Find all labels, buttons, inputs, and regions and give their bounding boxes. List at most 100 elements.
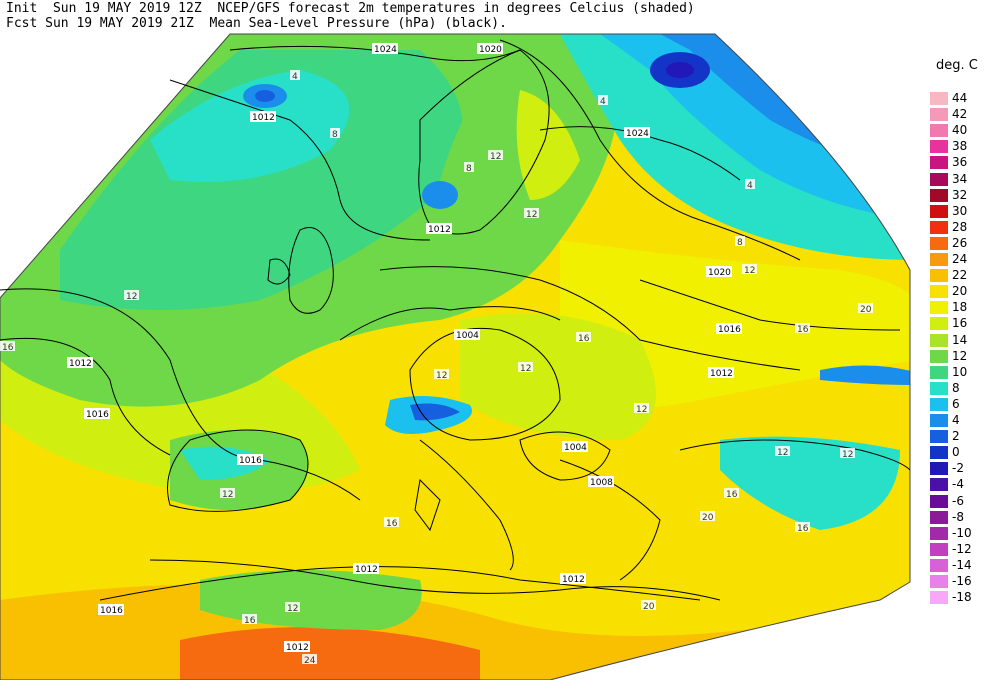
temperature-labels: 4 4 4 8 8 8 12 12 12 12 12 12 12 12 12 1… (0, 70, 873, 666)
legend-swatch (930, 349, 948, 363)
isobar-label: 1012 (69, 359, 92, 369)
temp-label: 12 (520, 364, 531, 374)
legend-label: -18 (952, 590, 972, 605)
temp-label: 12 (287, 604, 298, 614)
coastlines (149, 49, 911, 601)
temp-label: 8 (737, 238, 743, 248)
legend-label: 0 (952, 445, 960, 460)
isobar-label: 1020 (479, 45, 502, 55)
isobar-label: 1016 (718, 325, 741, 335)
legend-swatch (930, 108, 948, 122)
legend-label: 32 (952, 187, 968, 202)
legend-swatch (930, 140, 948, 154)
legend-label: 28 (952, 219, 968, 234)
temp-label: 16 (2, 343, 14, 353)
legend-swatch (930, 156, 948, 170)
legend-label: 16 (952, 316, 968, 331)
isobar-label: 1012 (562, 575, 585, 585)
legend-label: -8 (952, 509, 964, 524)
legend-swatch (930, 188, 948, 202)
isobar-label: 1012 (355, 565, 378, 575)
temp-label: 16 (797, 524, 809, 534)
legend-label: 8 (952, 380, 960, 395)
legend-swatch (930, 575, 948, 588)
isobar-label: 1004 (456, 331, 479, 341)
legend-swatch (930, 204, 948, 218)
legend-swatch (930, 301, 948, 315)
header-init-line: Init Sun 19 MAY 2019 12Z NCEP/GFS foreca… (6, 1, 695, 16)
temp-label: 8 (466, 164, 472, 174)
legend-label: 14 (952, 332, 968, 347)
temp-label: 20 (702, 513, 714, 523)
temp-label: 12 (636, 405, 647, 415)
temp-label: 20 (643, 602, 655, 612)
legend-swatch (930, 285, 948, 299)
temp-label: 4 (292, 72, 298, 82)
legend-label: 20 (952, 284, 968, 299)
temp-label: 16 (578, 334, 590, 344)
legend-swatch (930, 430, 948, 444)
legend-title: deg. C (936, 58, 978, 73)
legend-label: -14 (952, 557, 972, 572)
legend-swatch (930, 92, 948, 105)
legend-swatch (930, 462, 948, 476)
legend-swatch (930, 253, 948, 266)
isobar-label: 1004 (564, 443, 587, 453)
isobar-label: 1012 (428, 225, 451, 235)
legend-label: -6 (952, 493, 964, 508)
temp-label: 12 (744, 266, 755, 276)
temp-label: 4 (747, 181, 753, 191)
isobar-label: 1008 (590, 478, 613, 488)
legend-label: -2 (952, 461, 964, 476)
temp-label: 12 (436, 371, 447, 381)
legend-label: 6 (952, 396, 960, 411)
legend-swatch (930, 397, 948, 411)
legend-swatch (930, 172, 948, 186)
temp-label: 12 (777, 448, 788, 458)
isobar-label: 1016 (86, 410, 109, 420)
temp-label: 16 (244, 616, 256, 626)
legend-swatch (930, 558, 948, 572)
temp-label: 12 (842, 450, 853, 460)
map-domain-border (0, 33, 911, 680)
legend-label: 30 (952, 203, 968, 218)
legend-label: 38 (952, 139, 968, 154)
isobar-label: 1016 (239, 456, 262, 466)
temp-label: 16 (726, 490, 738, 500)
legend-swatch (930, 542, 948, 556)
temp-label: 12 (526, 210, 537, 220)
legend-swatch (930, 317, 948, 331)
legend-label: 18 (952, 300, 968, 315)
temp-label: 16 (386, 519, 398, 529)
temp-label: 4 (600, 97, 606, 107)
legend-swatch (930, 526, 948, 540)
legend-swatch (930, 333, 948, 347)
temp-label: 24 (304, 656, 316, 666)
legend-label: 40 (952, 123, 968, 138)
isobar-label: 1016 (100, 606, 123, 616)
isobar-label: 1012 (710, 369, 733, 379)
legend-label: 34 (952, 171, 968, 186)
legend-swatch (930, 365, 948, 379)
legend-label: 2 (952, 429, 960, 444)
legend-swatch (930, 269, 948, 283)
legend-label: 26 (952, 235, 968, 250)
legend-label: 12 (952, 348, 968, 363)
isobar-label: 1012 (252, 113, 275, 123)
isobar-label: 1024 (626, 129, 649, 139)
legend-swatch (930, 236, 948, 250)
legend-label: 10 (952, 364, 968, 379)
temp-label: 16 (797, 325, 809, 335)
legend-swatch (930, 591, 948, 605)
isobar-labels: 1024 1020 1024 1020 1016 1012 1012 1016 … (67, 43, 742, 653)
legend-swatch (930, 478, 948, 492)
legend-label: -4 (952, 477, 964, 492)
legend-label: -16 (952, 574, 972, 588)
legend-label: -10 (952, 525, 972, 540)
legend-swatch (930, 510, 948, 524)
legend-swatch (930, 124, 948, 138)
legend-label: 4 (952, 413, 960, 427)
legend-label: 42 (952, 107, 968, 122)
